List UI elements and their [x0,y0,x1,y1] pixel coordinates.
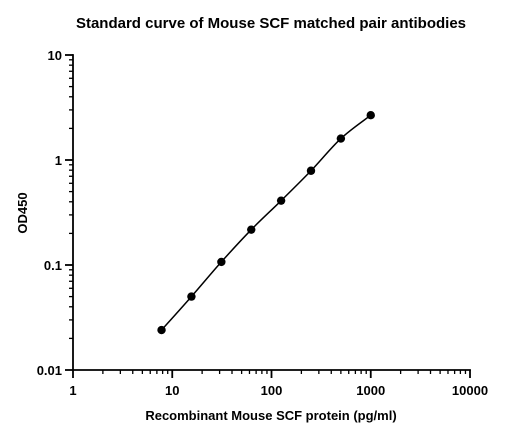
x-tick-label: 100 [261,383,283,398]
y-tick-label: 10 [48,48,62,63]
y-tick-label: 0.1 [44,258,62,273]
data-point-marker [336,134,346,143]
data-point-marker [187,292,196,301]
x-tick-label: 10 [165,383,179,398]
y-tick-label: 1 [55,153,62,168]
data-point-marker [247,225,256,234]
data-point-marker [306,166,316,175]
chart-title: Standard curve of Mouse SCF matched pair… [76,15,466,32]
data-point-marker [366,111,375,120]
data-point-marker [217,257,226,267]
data-points [157,111,375,335]
data-point-marker [276,196,286,205]
x-tick-label: 1 [69,383,76,398]
y-tick-label: 0.01 [37,363,62,378]
y-axis-title: OD450 [15,192,30,233]
axes: 1 10 100 1000 10000 0.01 0.1 1 10 [37,48,488,398]
x-tick-label: 10000 [452,383,488,398]
x-tick-label: 1000 [356,383,385,398]
x-axis-title: Recombinant Mouse SCF protein (pg/ml) [145,408,396,423]
data-point-marker [157,325,166,335]
